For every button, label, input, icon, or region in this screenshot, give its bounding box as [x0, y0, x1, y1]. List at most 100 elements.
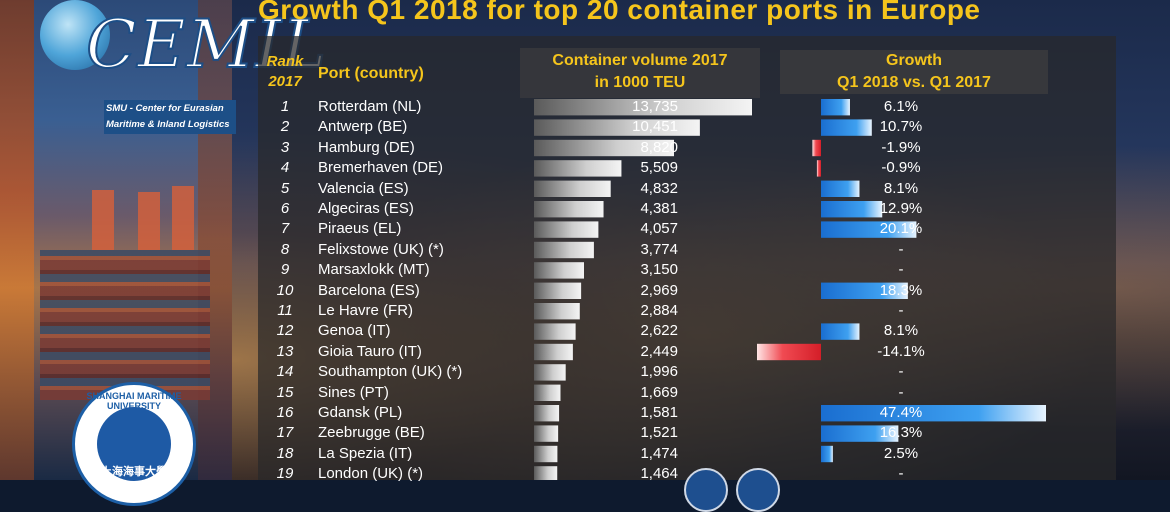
- growth-label: 8.1%: [883, 322, 919, 340]
- volume-bar: [534, 425, 559, 442]
- volume-bar: [534, 160, 622, 177]
- rank-label: 18: [276, 444, 294, 462]
- growth-bar: [821, 323, 860, 340]
- volume-bar: [534, 221, 599, 238]
- rank-label: 4: [280, 159, 290, 177]
- crane-decoration: [92, 190, 114, 250]
- growth-label: -: [898, 261, 904, 279]
- rank-header-line1: Rank: [266, 53, 304, 70]
- growth-label: -: [898, 363, 904, 381]
- rank-label: 19: [276, 465, 294, 483]
- growth-bar: [821, 99, 850, 116]
- volume-label: 2,622: [640, 322, 678, 340]
- growth-bar: [821, 425, 899, 442]
- growth-bar: [821, 282, 908, 299]
- volume-label: 1,474: [640, 444, 678, 462]
- rank-label: 17: [276, 424, 294, 442]
- volume-label: 3,774: [640, 240, 678, 258]
- growth-bar: [821, 405, 1046, 422]
- volume-bar: [534, 139, 674, 157]
- growth-bar: [812, 139, 821, 157]
- volume-bar: [534, 466, 558, 480]
- volume-bar: [534, 201, 604, 218]
- volume-bar: [534, 445, 558, 463]
- growth-label: -: [898, 465, 904, 483]
- growth-label: -: [898, 383, 904, 401]
- port-label: Algeciras (ES): [318, 200, 414, 217]
- growth-label: 2.5%: [883, 444, 919, 462]
- volume-bar: [534, 99, 752, 116]
- volume-label: 2,884: [640, 302, 678, 319]
- volume-label: 13,735: [632, 98, 678, 115]
- volume-label: 4,057: [640, 220, 678, 238]
- growth-bar: [821, 201, 883, 218]
- rank-label: 8: [280, 240, 290, 258]
- volume-label: 5,509: [640, 159, 678, 177]
- volume-bar: [534, 384, 561, 401]
- university-name-cn: 上海海事大學: [101, 466, 167, 478]
- ship-emblem-icon: [97, 407, 171, 481]
- volume-label: 1,996: [640, 363, 678, 381]
- growth-label: -1.9%: [881, 138, 921, 156]
- bar-layer: [534, 99, 1046, 480]
- volume-bar: [534, 343, 573, 361]
- growth-label: 12.9%: [879, 200, 923, 217]
- port-label: Rotterdam (NL): [318, 98, 422, 115]
- rank-label: 15: [276, 383, 294, 401]
- rank-label: 16: [276, 404, 294, 421]
- growth-bar: [821, 221, 917, 238]
- port-label: Zeebrugge (BE): [318, 424, 425, 442]
- growth-label: -: [898, 240, 904, 258]
- port-label: Valencia (ES): [318, 179, 409, 197]
- volume-label: 1,521: [640, 424, 678, 442]
- chart-title: Growth Q1 2018 for top 20 container port…: [258, 0, 981, 25]
- rank-label: 10: [276, 281, 294, 299]
- port-label: Marsaxlokk (MT): [318, 261, 430, 279]
- volume-header-line1: Container volume 2017: [552, 52, 728, 69]
- growth-label: 8.1%: [883, 179, 919, 197]
- rank-label: 2: [280, 118, 290, 136]
- volume-bar: [534, 323, 576, 340]
- volume-label: 4,832: [640, 179, 678, 197]
- volume-header-line2: in 1000 TEU: [594, 74, 686, 91]
- growth-bar: [821, 445, 833, 463]
- volume-label: 10,451: [632, 118, 678, 136]
- rank-header-line2: 2017: [268, 73, 302, 90]
- crane-decoration: [172, 186, 194, 250]
- port-label: Southampton (UK) (*): [318, 363, 463, 381]
- volume-bar: [534, 241, 594, 259]
- globe-icon: [40, 0, 110, 70]
- port-label: Barcelona (ES): [318, 281, 420, 299]
- cemil-subtitle-line2: Maritime & Inland Logistics: [106, 119, 230, 130]
- port-label: La Spezia (IT): [318, 444, 413, 462]
- port-label: Felixstowe (UK) (*): [318, 240, 444, 258]
- rank-column-header: Rank 2017: [258, 52, 312, 92]
- volume-label: 1,581: [640, 404, 678, 421]
- cemil-subtitle: SMU - Center for Eurasian Maritime & Inl…: [104, 100, 236, 134]
- rank-label: 3: [280, 138, 290, 156]
- port-label: Sines (PT): [318, 383, 389, 401]
- rank-label: 13: [276, 342, 294, 360]
- volume-label: 1,669: [640, 383, 678, 401]
- growth-column-header: Growth Q1 2018 vs. Q1 2017: [780, 50, 1048, 94]
- volume-label: 1,464: [640, 465, 678, 483]
- volume-label: 3,150: [640, 261, 678, 279]
- volume-header-background: [520, 48, 760, 98]
- rank-label: 12: [276, 322, 294, 340]
- port-label: Genoa (IT): [318, 322, 391, 340]
- growth-header-line1: Growth: [886, 52, 942, 69]
- rank-label: 6: [280, 200, 290, 217]
- volume-bar: [534, 303, 580, 320]
- growth-label: 10.7%: [879, 118, 923, 136]
- container-yard-decoration: [40, 250, 210, 400]
- rank-label: 7: [280, 220, 290, 238]
- rank-label: 1: [280, 98, 290, 115]
- container-stack-decoration: [0, 0, 34, 480]
- rank-label: 11: [277, 302, 293, 319]
- volume-column-header: Container volume 2017 in 1000 TEU: [520, 50, 760, 94]
- growth-bar: [821, 180, 860, 197]
- rank-label: 9: [280, 261, 290, 279]
- growth-label: 18.3%: [879, 281, 923, 299]
- volume-label: 4,381: [640, 200, 678, 217]
- port-label: Antwerp (BE): [318, 118, 408, 136]
